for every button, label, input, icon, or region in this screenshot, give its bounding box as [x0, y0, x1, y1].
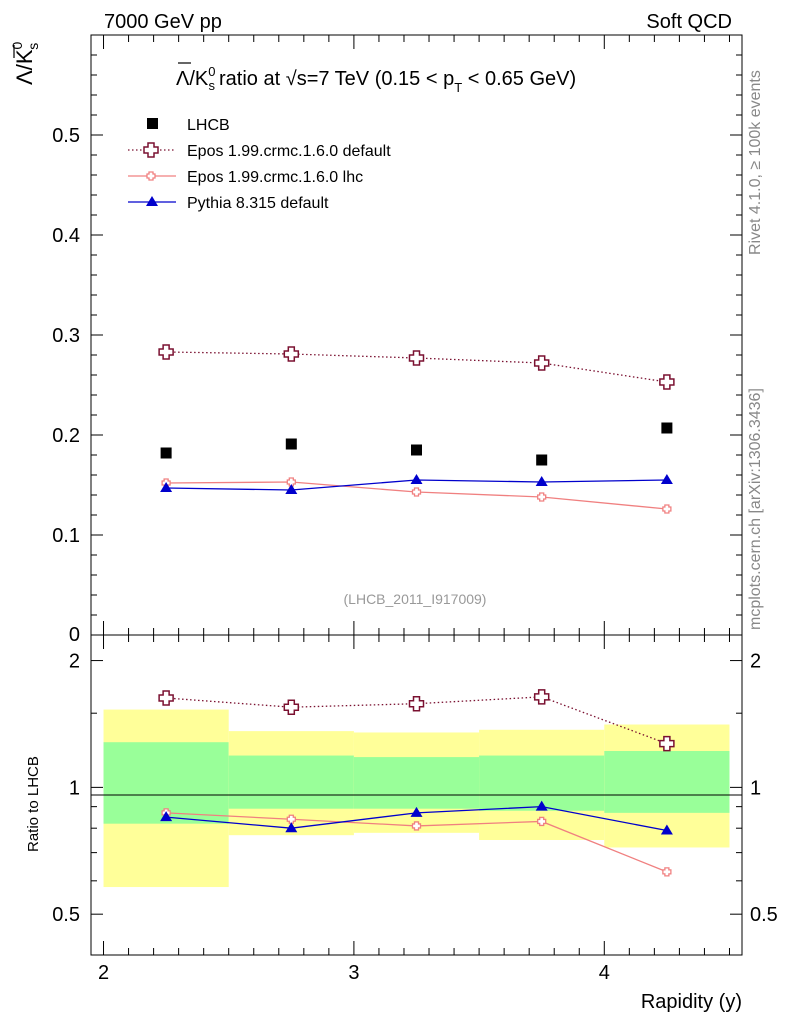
- title-lambda: Λ: [176, 68, 190, 90]
- main-series-0-point: [533, 355, 550, 371]
- legend-marker-epos-default: [143, 142, 159, 158]
- x-tick-label: 2: [98, 962, 109, 984]
- main-title: Λ/K0 s ratio at √s=7 TeV (0.15 < pT < 0.65…: [176, 62, 576, 95]
- ylabel-subscript: s: [25, 43, 41, 50]
- main-series-1-point: [411, 487, 422, 497]
- x-tick-label: 3: [348, 962, 359, 984]
- ratio-series-2-point: [660, 824, 673, 835]
- legend-label-pythia: Pythia 8.315 default: [187, 195, 329, 212]
- ratio-series-2-point: [535, 800, 548, 811]
- source-url-label: mcplots.cern.ch [arXiv:1306.3436]: [747, 388, 764, 630]
- ratio-series-1-point: [537, 816, 547, 827]
- main-series-0-point: [408, 350, 425, 366]
- green-band-bin: [604, 750, 730, 813]
- title-prefix: ratio at: [219, 68, 286, 90]
- ratio-tick-label-right: 1: [750, 777, 761, 799]
- ratio-series-0-point: [659, 735, 675, 752]
- legend-label-epos-default: Epos 1.99.crmc.1.6.0 default: [187, 143, 391, 160]
- main-series-2-point: [535, 476, 548, 486]
- main-y-axis-label: Λ/K0s: [9, 42, 41, 86]
- y-tick-label: 0.5: [52, 125, 80, 147]
- ratio-series-2-point: [410, 806, 423, 817]
- title-sqrt: √: [286, 68, 297, 90]
- analysis-watermark: (LHCB_2011_I917009): [344, 591, 487, 607]
- main-series-1-point: [662, 504, 672, 514]
- ratio-series-2-point: [160, 811, 173, 822]
- ratio-series: [158, 689, 675, 877]
- ratio-series-0-point: [408, 695, 425, 712]
- y-tick-label: 0.3: [52, 325, 80, 347]
- main-series-2-point: [285, 484, 298, 494]
- header-right-label: Soft QCD: [646, 11, 732, 33]
- ratio-series-1-point: [662, 867, 672, 877]
- main-series-0-point: [158, 344, 174, 360]
- ylabel-superscript: 0: [9, 42, 25, 50]
- legend-label-epos-lhc: Epos 1.99.crmc.1.6.0 lhc: [187, 169, 363, 186]
- x-axis-label: Rapidity (y): [641, 991, 742, 1013]
- ratio-y-axis-label: Ratio to LHCB: [25, 756, 42, 852]
- ratio-tick-label-right: 2: [750, 651, 761, 673]
- axes-ticks: 0.1 0.2 0.3 0.4 0.5 0 2 3 4 0.5 0.5 1 1 2 2: [52, 35, 778, 984]
- legend-label-lhcb: LHCB: [187, 117, 230, 134]
- ratio-panel-frame: [90, 634, 743, 956]
- header-left-label: 7000 GeV pp: [104, 11, 222, 33]
- main-series-1-point: [286, 477, 296, 487]
- ratio-tick-label-right: 0.5: [750, 904, 778, 926]
- lhcb-data-point: [285, 438, 297, 450]
- legend-marker-epos-lhc: [146, 171, 156, 181]
- y-tick-label-zero: 0: [69, 624, 80, 646]
- main-series-2-point: [160, 482, 173, 492]
- x-tick-label: 4: [599, 962, 610, 984]
- title-s-eq: s=7 TeV (0.15 < p: [297, 68, 455, 90]
- green-band-bin: [228, 755, 354, 809]
- ratio-series-1-point: [411, 821, 422, 831]
- ratio-uncertainty-bands: [103, 709, 730, 888]
- legend-marker-lhcb: [147, 118, 158, 129]
- legend: LHCB Epos 1.99.crmc.1.6.0 default Epos 1…: [128, 117, 391, 212]
- main-series-1-point: [537, 492, 547, 502]
- svg-text:Λ/K0s: Λ/K0s: [9, 42, 41, 86]
- ratio-tick-label-left: 0.5: [52, 904, 80, 926]
- lhcb-data-point: [536, 454, 548, 466]
- title-slash-k: /K: [189, 68, 209, 90]
- main-series-2-point: [660, 474, 673, 484]
- ratio-series-1-point: [286, 814, 296, 824]
- main-series-0-point: [283, 346, 300, 362]
- y-tick-label: 0.1: [52, 525, 80, 547]
- ratio-series-0-point: [283, 699, 300, 715]
- ylabel-slash-k: /K: [12, 49, 37, 70]
- ratio-series-0-line: [166, 696, 668, 745]
- lhcb-data-point: [160, 447, 172, 459]
- main-series-0-point: [659, 374, 675, 390]
- lambda-bar-symbol: Λ: [12, 70, 37, 85]
- green-band-bin: [353, 757, 480, 809]
- main-series-2-point: [410, 474, 423, 484]
- title-sub-t: T: [454, 80, 462, 95]
- ratio-series-2-point: [285, 822, 298, 833]
- main-series: [158, 344, 675, 514]
- ratio-series-0-point: [533, 689, 550, 705]
- ratio-tick-label-left: 2: [69, 651, 80, 673]
- y-tick-label: 0.4: [52, 225, 80, 247]
- title-sup: 0: [208, 64, 215, 79]
- ratio-tick-label-left: 1: [69, 777, 80, 799]
- y-tick-label: 0.2: [52, 425, 80, 447]
- ratio-series-0-point: [158, 690, 174, 706]
- rivet-version-label: Rivet 4.1.0, ≥ 100k events: [747, 70, 764, 255]
- title-suffix: < 0.65 GeV): [462, 68, 576, 90]
- title-sub: s: [209, 78, 216, 93]
- lhcb-data-point: [661, 422, 673, 434]
- lhcb-data-point: [411, 444, 422, 456]
- legend-marker-pythia: [146, 196, 158, 206]
